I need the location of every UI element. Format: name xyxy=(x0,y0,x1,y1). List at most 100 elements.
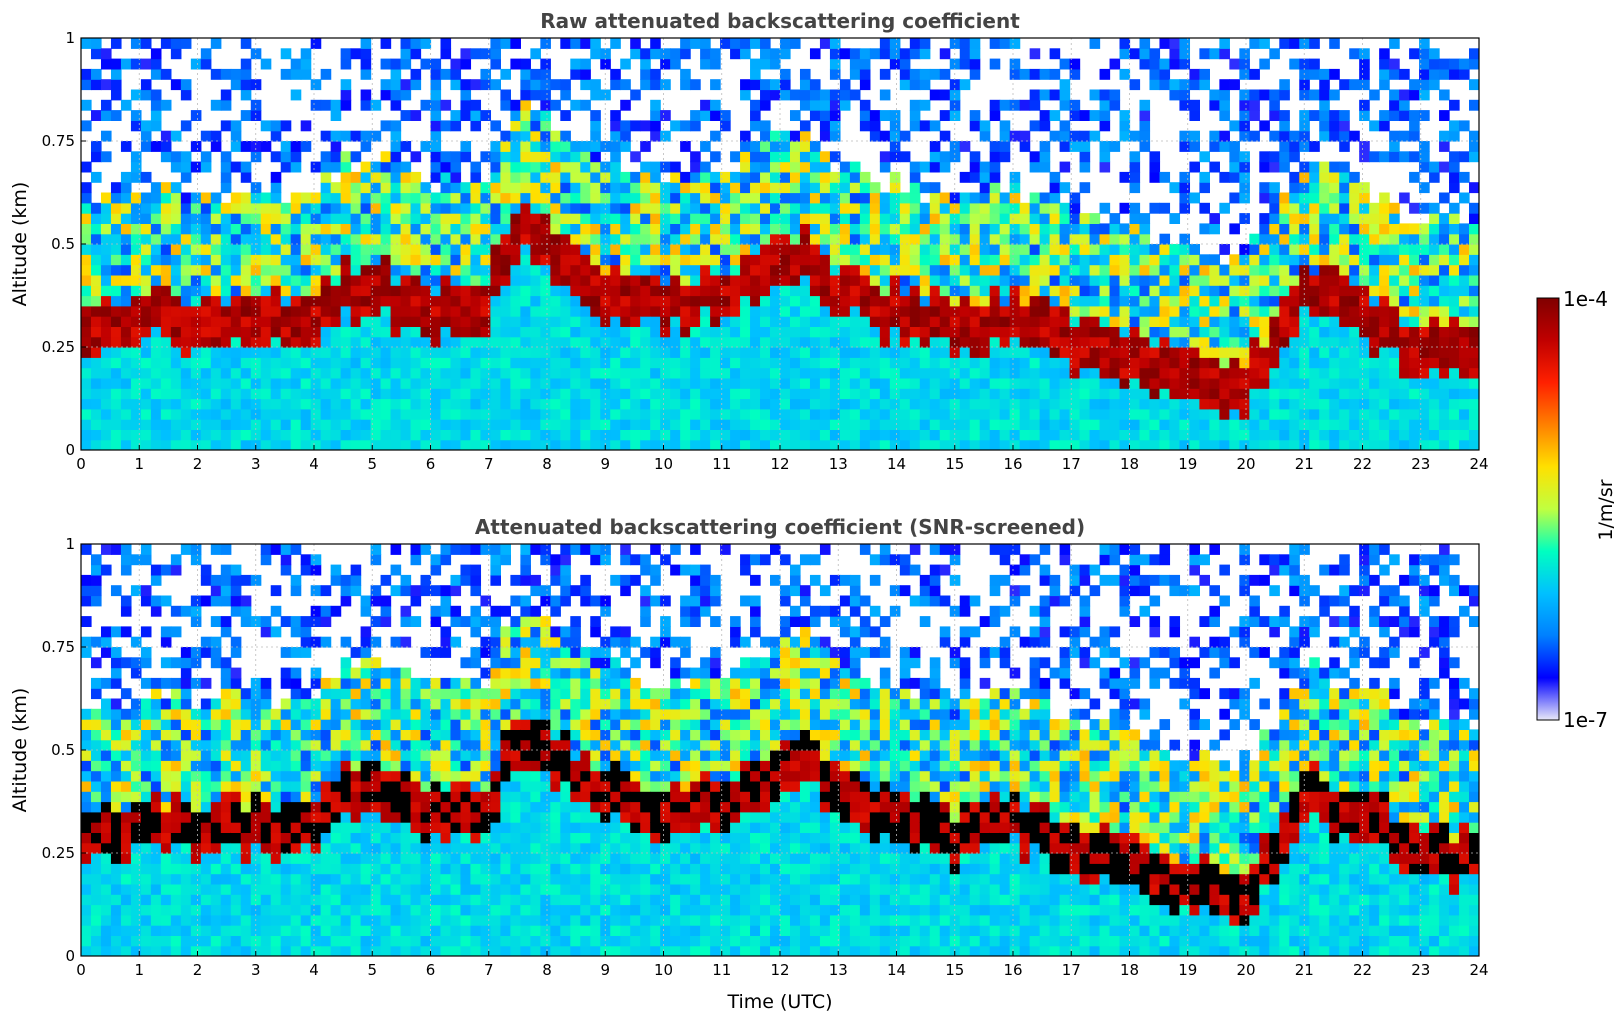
heatmap-cell xyxy=(819,244,831,255)
heatmap-cell xyxy=(190,285,202,297)
heatmap-cell xyxy=(1369,120,1380,132)
heatmap-cell xyxy=(540,367,551,379)
heatmap-cell xyxy=(999,274,1011,286)
heatmap-cell xyxy=(200,254,212,266)
heatmap-cell xyxy=(670,223,681,235)
heatmap-cell xyxy=(799,347,811,358)
heatmap-cell xyxy=(770,316,781,327)
heatmap-cell xyxy=(120,254,132,266)
heatmap-cell xyxy=(1009,398,1021,410)
heatmap-cell xyxy=(240,408,252,420)
heatmap-cell xyxy=(610,408,621,420)
heatmap-cell xyxy=(240,274,252,286)
heatmap-cell xyxy=(160,801,172,813)
heatmap-cell xyxy=(1279,398,1290,410)
heatmap-cell xyxy=(480,377,492,389)
heatmap-cell xyxy=(1289,408,1300,420)
heatmap-cell xyxy=(440,439,452,450)
heatmap-cell xyxy=(1229,264,1240,276)
heatmap-cell xyxy=(470,439,482,450)
heatmap-cell xyxy=(730,326,741,338)
heatmap-cell xyxy=(590,202,601,214)
heatmap-cell xyxy=(170,377,182,389)
heatmap-cell xyxy=(590,347,601,358)
heatmap-cell xyxy=(760,398,771,410)
heatmap-cell xyxy=(140,842,152,854)
heatmap-cell xyxy=(939,388,951,400)
heatmap-cell xyxy=(200,285,212,297)
heatmap-cell xyxy=(570,223,581,235)
heatmap-cell xyxy=(380,58,392,70)
heatmap-cell xyxy=(1079,274,1091,286)
heatmap-cell xyxy=(530,264,541,276)
heatmap-cell xyxy=(380,305,392,317)
heatmap-cell xyxy=(630,439,641,450)
heatmap-cell xyxy=(440,326,452,338)
heatmap-cell xyxy=(879,233,891,245)
heatmap-cell xyxy=(710,99,721,111)
heatmap-cell xyxy=(849,347,861,358)
heatmap-cell xyxy=(610,295,621,307)
heatmap-cell xyxy=(919,326,931,338)
heatmap-cell xyxy=(1149,285,1161,297)
heatmap-cell xyxy=(809,347,821,358)
heatmap-cell xyxy=(720,316,731,327)
heatmap-cell xyxy=(1319,213,1330,224)
heatmap-cell xyxy=(100,564,112,576)
heatmap-cell xyxy=(360,336,372,348)
heatmap-cell xyxy=(440,171,452,183)
heatmap-cell xyxy=(130,439,142,450)
heatmap-cell xyxy=(1309,274,1320,286)
heatmap-cell xyxy=(430,141,442,152)
heatmap-cell xyxy=(360,130,372,142)
heatmap-cell xyxy=(650,130,661,142)
heatmap-cell xyxy=(580,398,591,410)
heatmap-cell xyxy=(999,285,1011,297)
heatmap-cell xyxy=(150,388,162,400)
heatmap-cell xyxy=(150,688,162,700)
heatmap-cell xyxy=(120,99,132,111)
heatmap-cell xyxy=(1339,202,1350,214)
heatmap-cell xyxy=(150,408,162,420)
heatmap-cell xyxy=(1409,408,1420,420)
heatmap-cell xyxy=(879,316,891,327)
heatmap-cell xyxy=(1269,408,1280,420)
heatmap-cell xyxy=(150,223,162,235)
heatmap-cell xyxy=(1279,377,1290,389)
heatmap-cell xyxy=(1149,264,1161,276)
heatmap-cell xyxy=(949,99,961,111)
heatmap-cell xyxy=(819,326,831,338)
heatmap-cell xyxy=(140,89,152,101)
heatmap-cell xyxy=(1159,285,1171,297)
heatmap-cell xyxy=(160,336,172,348)
heatmap-cell xyxy=(300,367,312,379)
heatmap-cell xyxy=(799,223,811,235)
heatmap-cell xyxy=(1199,48,1210,60)
heatmap-cell xyxy=(550,336,561,348)
heatmap-cell xyxy=(390,58,402,70)
heatmap-cell xyxy=(1299,120,1310,132)
heatmap-cell xyxy=(180,213,192,224)
heatmap-cell xyxy=(740,202,751,214)
heatmap-cell xyxy=(1159,244,1171,255)
heatmap-cell xyxy=(150,99,162,111)
heatmap-cell xyxy=(90,925,102,936)
heatmap-cell xyxy=(540,377,551,389)
heatmap-cell xyxy=(700,347,711,358)
heatmap-cell xyxy=(290,316,302,327)
heatmap-cell xyxy=(90,213,102,224)
heatmap-cell xyxy=(1059,274,1071,286)
heatmap-cell xyxy=(590,244,601,255)
heatmap-cell xyxy=(430,79,442,91)
heatmap-cell xyxy=(130,873,142,885)
heatmap-cell xyxy=(580,202,591,214)
heatmap-cell xyxy=(879,285,891,297)
heatmap-cell xyxy=(1209,254,1220,266)
heatmap-cell xyxy=(130,347,142,358)
heatmap-cell xyxy=(410,38,422,49)
heatmap-cell xyxy=(510,357,521,369)
heatmap-cell xyxy=(1409,295,1420,307)
heatmap-cell xyxy=(260,285,272,297)
heatmap-cell xyxy=(680,408,691,420)
heatmap-cell xyxy=(1339,357,1350,369)
